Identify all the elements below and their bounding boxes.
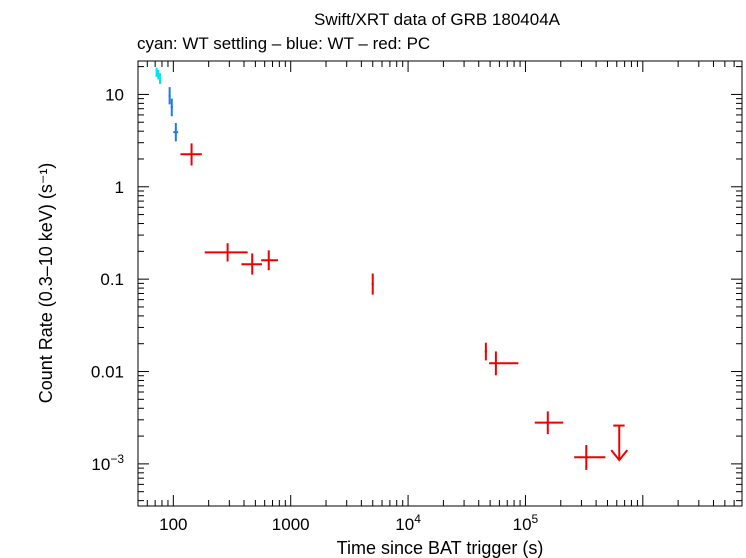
x-tick-label: 104 bbox=[395, 512, 421, 534]
y-tick-label: 10 bbox=[105, 85, 124, 104]
y-tick-label: 1 bbox=[115, 178, 124, 197]
x-tick-label: 105 bbox=[513, 512, 539, 534]
series-pc bbox=[180, 143, 606, 470]
series-wt bbox=[168, 87, 179, 142]
plot-frame bbox=[137, 60, 743, 507]
upper-limit bbox=[610, 424, 629, 462]
data-point bbox=[371, 273, 374, 295]
data-point bbox=[241, 253, 263, 275]
data-point bbox=[574, 445, 606, 470]
x-tick-label: 100 bbox=[159, 515, 187, 534]
y-tick-label: 0.1 bbox=[100, 270, 124, 289]
data-point bbox=[534, 411, 564, 435]
data-point bbox=[180, 143, 202, 166]
axes: 100 1000 104 105 10 1 0.1 0.01 10−3 bbox=[91, 61, 743, 534]
data-point bbox=[173, 123, 179, 142]
y-tick-label: 10−3 bbox=[91, 452, 124, 474]
data-point bbox=[484, 342, 487, 361]
data-point bbox=[489, 351, 519, 376]
x-tick-label: 1000 bbox=[272, 515, 310, 534]
x-axis-label: Time since BAT trigger (s) bbox=[337, 538, 544, 558]
y-axis-label: Count Rate (0.3–10 keV) (s⁻¹) bbox=[36, 163, 56, 404]
data-point bbox=[155, 67, 158, 77]
series-wt-settling bbox=[155, 67, 162, 84]
y-tick-label: 0.01 bbox=[91, 363, 124, 382]
data-point bbox=[204, 243, 248, 262]
chart-subtitle: cyan: WT settling – blue: WT – red: PC bbox=[137, 34, 430, 53]
down-arrow-icon bbox=[610, 449, 629, 462]
data-point bbox=[168, 87, 171, 105]
data-point bbox=[170, 98, 173, 117]
chart-title: Swift/XRT data of GRB 180404A bbox=[314, 10, 561, 29]
data-point bbox=[159, 73, 162, 84]
data-point bbox=[157, 69, 160, 80]
data-point bbox=[261, 250, 279, 271]
data-marks bbox=[155, 67, 629, 470]
